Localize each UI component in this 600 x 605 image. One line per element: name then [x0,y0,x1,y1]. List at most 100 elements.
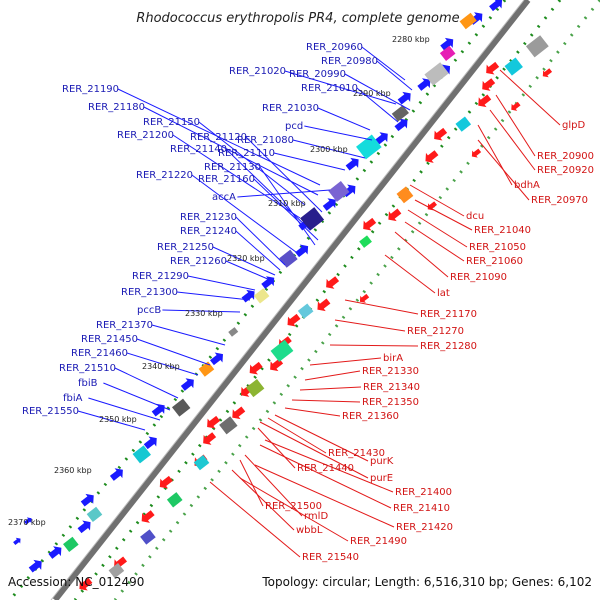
gene-label-reverse: RER_21060 [466,256,523,267]
tick-label: 2370 kbp [8,518,46,527]
gene-label-forward: RER_21120 [190,132,247,143]
gene-label-forward: RER_21220 [136,170,193,181]
gene-label-forward: RER_21150 [143,117,200,128]
gene-label-reverse: RER_21500 [265,501,322,512]
tick-label: 2360 kbp [54,466,92,475]
gene-label-reverse: RER_21420 [396,522,453,533]
label-connector-reverse [499,69,561,126]
label-connector-reverse [309,357,382,366]
gene-label-reverse: RER_21360 [342,411,399,422]
forward-gene-arrow [489,0,503,12]
label-connector-reverse [259,444,392,509]
label-connector-reverse [209,481,301,558]
forward-gene-arrow [345,157,359,171]
label-connector-forward [212,246,276,276]
tick-label: 2280 kbp [392,35,430,44]
label-connector-forward [187,275,256,291]
feature-block [504,57,523,76]
feature-block [245,379,265,398]
reverse-gene-arrow [207,415,221,429]
feature-block [132,445,151,464]
feature-block [396,186,414,204]
label-connector-forward [356,87,399,123]
label-connector-reverse [257,427,296,469]
gene-label-forward: RER_21110 [218,148,275,159]
reverse-gene-arrow [434,127,448,141]
forward-gene-arrow [180,378,194,391]
label-connector-forward [273,152,346,171]
feature-block [279,249,298,268]
feature-block [455,116,472,132]
feature-block [108,562,125,579]
label-connector-forward [198,121,306,206]
feature-block [193,454,210,471]
gene-label-reverse: RER_21400 [395,487,452,498]
feature-block [439,45,456,62]
gene-label-forward: RER_21190 [62,84,119,95]
forward-gene-arrow [28,559,42,573]
feature-block [171,398,191,417]
feature-block [297,303,314,319]
forward-gene-arrow [80,493,94,507]
gene-label-reverse: lat [437,288,450,299]
forward-gene-arrow [77,520,91,534]
label-connector-forward [117,88,321,186]
gene-label-reverse: RER_21170 [420,309,477,320]
reverse-gene-arrow-small [471,148,482,158]
gene-label-forward: fbiA [63,393,83,404]
label-connector-reverse [244,454,303,517]
gene-label-reverse: purE [370,473,393,484]
tick-label: 2300 kbp [310,145,348,154]
inner-tick-ring [73,0,562,601]
gene-label-forward: RER_21460 [71,348,128,359]
label-connector-reverse [414,199,473,231]
gene-label-reverse: dcu [466,211,484,222]
label-connector-reverse [264,439,394,493]
reverse-gene-arrow [270,358,284,372]
feature-block [300,207,325,231]
label-connector-forward [292,139,366,159]
gene-label-forward: RER_21010 [301,83,358,94]
label-connector-reverse [384,254,436,294]
label-connector-forward [284,70,397,105]
forward-gene-arrow-small [24,517,32,525]
reverse-gene-arrow [388,208,402,222]
gene-label-reverse: RER_21490 [350,536,407,547]
feature-block [459,12,477,30]
forward-gene-arrow [210,352,223,366]
feature-block [391,105,409,122]
reverse-gene-arrow [486,61,500,75]
reverse-gene-arrow [425,150,439,163]
gene-label-forward: RER_21510 [59,363,116,374]
reverse-gene-arrow [478,94,492,108]
label-connector-reverse [304,370,361,381]
feature-block [270,339,294,362]
label-connector-reverse [254,464,395,528]
gene-label-forward: pccB [137,305,161,316]
label-connector-forward [103,382,171,411]
feature-block [166,492,183,508]
label-connector-reverse [329,344,419,347]
gene-label-forward: RER_21230 [180,212,237,223]
reverse-gene-arrow-small [542,68,553,78]
feature-block [140,529,156,545]
label-connector-reverse [409,184,465,217]
label-connector-forward [151,324,226,346]
gene-label-forward: RER_21250 [157,242,214,253]
feature-block [424,62,449,86]
forward-gene-arrow [322,198,336,211]
gene-label-forward: RER_21550 [22,406,79,417]
far-tick-ring [113,0,600,601]
gene-label-forward: RER_21200 [117,130,174,141]
label-connector-reverse [274,414,369,462]
label-connectors [77,46,561,558]
label-connector-forward [245,136,323,213]
gene-label-reverse: purK [370,456,394,467]
tick-label: 2330 kbp [185,309,223,318]
forward-gene-arrow [261,276,275,289]
gene-label-forward: RER_21130 [204,162,261,173]
label-connector-forward [304,125,373,141]
tick-label: 2290 kbp [353,89,391,98]
